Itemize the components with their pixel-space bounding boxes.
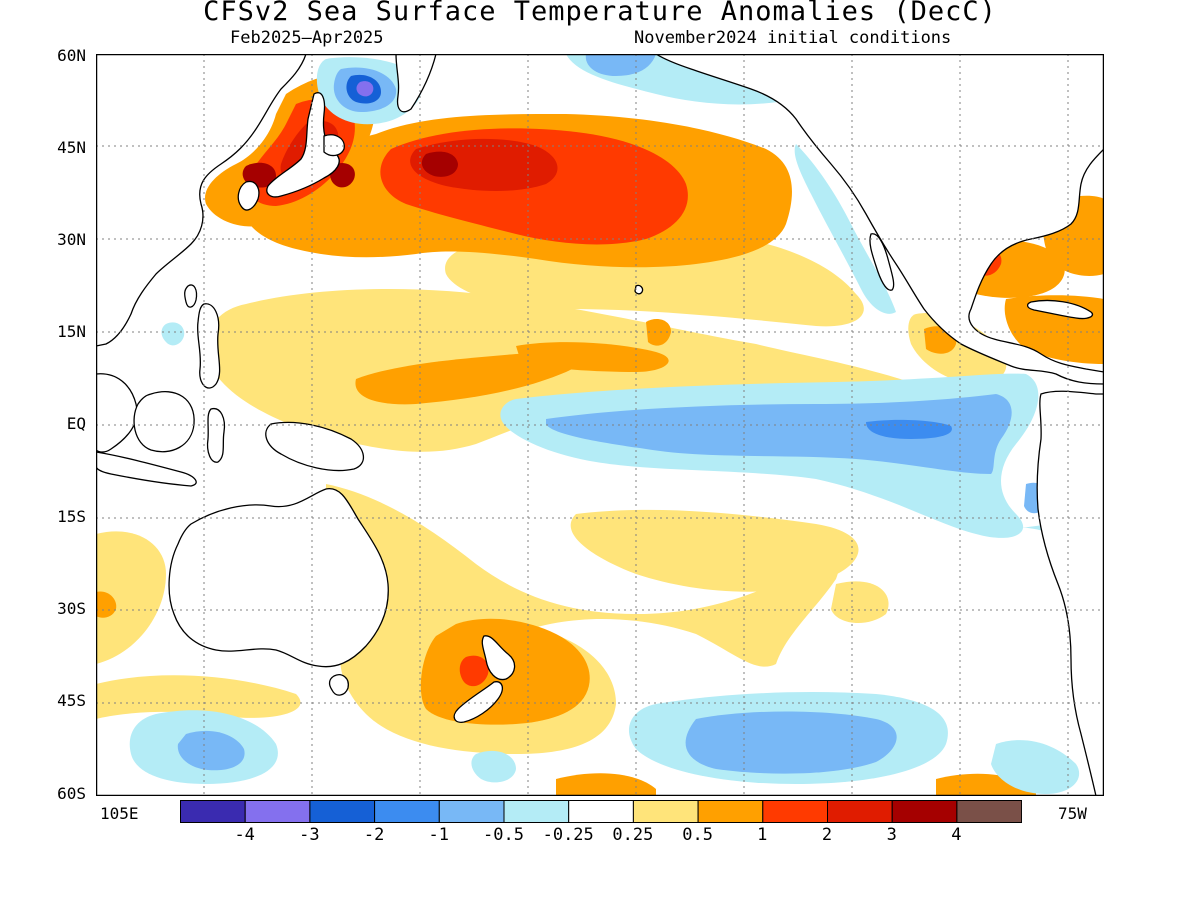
colorbar-swatch <box>891 800 958 823</box>
warm-band-southeast <box>570 509 859 592</box>
colorbar-swatch <box>632 800 699 823</box>
colorbar <box>180 800 1022 823</box>
cool-south-core <box>685 711 897 774</box>
initial-conditions: November2024 initial conditions <box>634 28 952 48</box>
coastlines <box>96 54 1104 796</box>
lat-label-45n: 45N <box>57 138 86 157</box>
cool-alaska-core <box>585 54 656 76</box>
anomaly-nz-core <box>459 655 489 687</box>
anomaly-tropics-small <box>646 319 671 346</box>
land-tasmania <box>328 674 349 696</box>
lat-label-eq: EQ <box>66 414 86 433</box>
colorbar-swatch <box>374 800 440 823</box>
land-nz-north <box>481 635 516 681</box>
colorbar-tick-label: 0.25 <box>612 825 654 845</box>
land-kamchatka <box>395 54 437 113</box>
land-south-america <box>1036 390 1104 796</box>
colorbar-swatch <box>503 800 570 823</box>
warm-band-southwest <box>96 531 166 664</box>
lat-label-30n: 30N <box>57 230 86 249</box>
lat-label-15s: 15S <box>57 507 86 526</box>
lat-label-15n: 15N <box>57 322 86 341</box>
cool-southwest-core <box>177 730 245 771</box>
land-borneo <box>133 391 195 453</box>
colorbar-tick-label: 2 <box>821 825 833 845</box>
warm-band-central-south <box>831 581 889 624</box>
anomaly-south-west <box>96 591 117 618</box>
land-japan <box>266 92 340 198</box>
land-cuba <box>1026 299 1094 320</box>
warm-band-sw-lower <box>96 675 301 719</box>
land-korea <box>237 180 260 211</box>
land-hokkaido <box>323 134 345 157</box>
anomaly-tropical-north <box>355 353 578 405</box>
map-title: CFSv2 Sea Surface Temperature Anomalies … <box>203 0 997 27</box>
land-sulawesi <box>206 407 226 463</box>
colorbar-swatch <box>309 800 376 823</box>
anomaly-equatorial-west <box>516 342 669 372</box>
cool-southern-far-east <box>991 740 1080 794</box>
colorbar-tick-label: -2 <box>363 825 385 845</box>
colorbar-tick-label: -0.5 <box>483 825 524 845</box>
cool-equatorial-tongue-core <box>546 394 1012 474</box>
colorbar-swatch <box>568 800 634 823</box>
land-taiwan <box>184 284 198 308</box>
anomaly-kuroshio-darkcore <box>410 138 558 191</box>
land-north-america <box>654 54 1104 385</box>
lat-label-60n: 60N <box>57 46 86 65</box>
land-sumatra-java <box>96 451 197 487</box>
lon-label-west: 105E <box>100 804 139 823</box>
colorbar-swatch <box>956 800 1022 823</box>
land-hawaii <box>634 284 644 295</box>
anomaly-bottom-strip <box>556 773 656 796</box>
sst-anomaly-map <box>96 54 1104 796</box>
land-baja <box>869 233 895 291</box>
cool-philippine-small <box>161 322 185 346</box>
lat-label-45s: 45S <box>57 691 86 710</box>
colorbar-swatch <box>180 800 246 823</box>
cool-california-current <box>794 144 896 314</box>
forecast-period: Feb2025–Apr2025 <box>230 28 384 48</box>
colorbar-tick-label: 4 <box>951 825 962 845</box>
colorbar-swatch <box>762 800 828 823</box>
colorbar-tick-label: 1 <box>757 825 768 845</box>
lon-label-east: 75W <box>1058 804 1087 823</box>
land-nz-south <box>453 681 504 723</box>
lat-label-60s: 60S <box>57 784 86 803</box>
lat-label-30s: 30S <box>57 599 86 618</box>
land-philippines <box>196 303 221 389</box>
land-australia <box>168 488 389 668</box>
land-indochina <box>96 373 138 453</box>
cool-okhotsk-strongest <box>356 81 374 97</box>
colorbar-tick-label: -4 <box>234 825 255 845</box>
colorbar-tick-label: -3 <box>299 825 320 845</box>
land-asia <box>96 54 307 347</box>
colorbar-swatch <box>697 800 764 823</box>
colorbar-tick-label: -1 <box>428 825 450 845</box>
colorbar-tick-label: 3 <box>886 825 897 845</box>
colorbar-swatch <box>438 800 505 823</box>
colorbar-tick-label: 0.5 <box>682 825 713 845</box>
cool-nz-small <box>471 750 516 783</box>
anomaly-max-core-east <box>421 151 458 177</box>
map-frame <box>96 54 1104 796</box>
colorbar-swatch <box>827 800 893 823</box>
colorbar-tick-label: -0.25 <box>542 825 594 845</box>
graticule <box>96 54 1104 796</box>
land-new-guinea <box>265 421 365 472</box>
colorbar-swatch <box>244 800 311 823</box>
